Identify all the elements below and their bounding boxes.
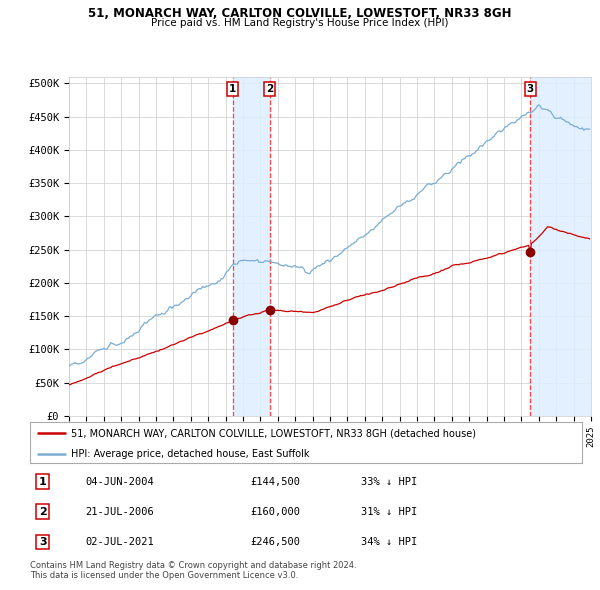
Text: 51, MONARCH WAY, CARLTON COLVILLE, LOWESTOFT, NR33 8GH: 51, MONARCH WAY, CARLTON COLVILLE, LOWES… [88, 7, 512, 20]
Text: Contains HM Land Registry data © Crown copyright and database right 2024.: Contains HM Land Registry data © Crown c… [30, 560, 356, 569]
Text: £160,000: £160,000 [251, 507, 301, 517]
Text: This data is licensed under the Open Government Licence v3.0.: This data is licensed under the Open Gov… [30, 571, 298, 579]
Text: 2: 2 [39, 507, 47, 517]
Text: 2: 2 [266, 84, 274, 94]
Text: Price paid vs. HM Land Registry's House Price Index (HPI): Price paid vs. HM Land Registry's House … [151, 18, 449, 28]
Text: 33% ↓ HPI: 33% ↓ HPI [361, 477, 418, 487]
Text: 21-JUL-2006: 21-JUL-2006 [85, 507, 154, 517]
Text: £144,500: £144,500 [251, 477, 301, 487]
Text: 1: 1 [39, 477, 47, 487]
Bar [233, 77, 270, 416]
Text: 02-JUL-2021: 02-JUL-2021 [85, 537, 154, 547]
Text: £246,500: £246,500 [251, 537, 301, 547]
Text: 3: 3 [39, 537, 47, 547]
Text: 34% ↓ HPI: 34% ↓ HPI [361, 537, 418, 547]
Text: 51, MONARCH WAY, CARLTON COLVILLE, LOWESTOFT, NR33 8GH (detached house): 51, MONARCH WAY, CARLTON COLVILLE, LOWES… [71, 428, 476, 438]
Text: HPI: Average price, detached house, East Suffolk: HPI: Average price, detached house, East… [71, 449, 310, 459]
Text: 3: 3 [526, 84, 534, 94]
Text: 1: 1 [229, 84, 236, 94]
Bar [530, 77, 591, 416]
Text: 04-JUN-2004: 04-JUN-2004 [85, 477, 154, 487]
Text: 31% ↓ HPI: 31% ↓ HPI [361, 507, 418, 517]
